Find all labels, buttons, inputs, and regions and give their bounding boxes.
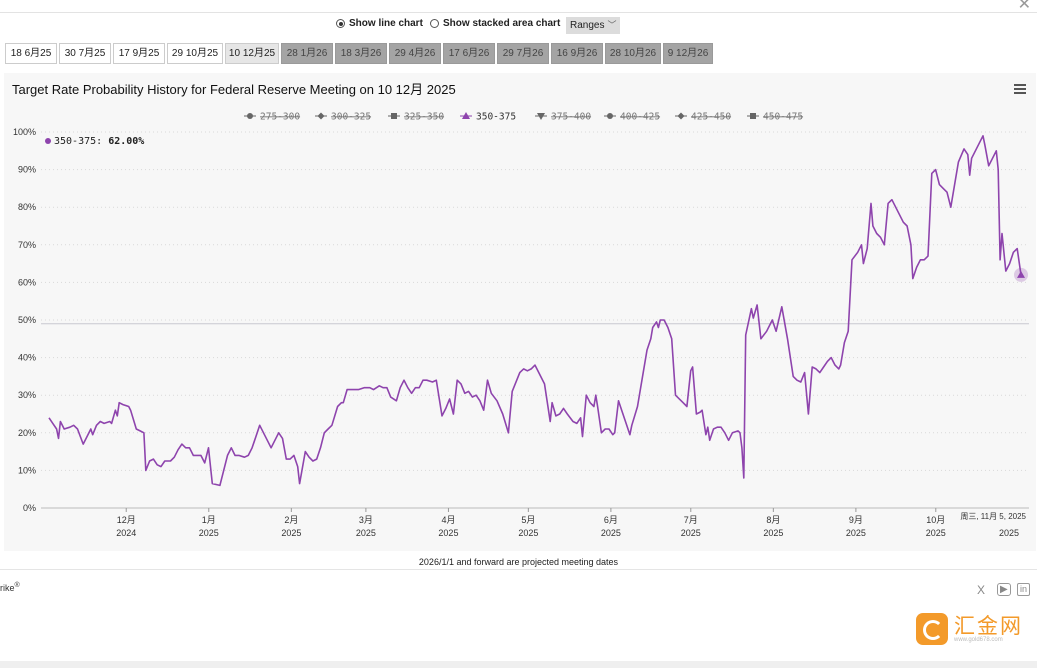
x-tick-year-11: 2025 [999, 528, 1019, 538]
end-marker-triangle [1017, 270, 1025, 278]
crosshair-date-label: 周三, 11月 5, 2025 [960, 512, 1026, 521]
brand-text: rike® [0, 582, 20, 593]
y-tick-label-9: 90% [18, 165, 36, 175]
x-tick-label-5: 5月 [521, 515, 535, 525]
x-tick-label-7: 7月 [684, 515, 698, 525]
tooltip-text: 350-375: 62.00% [54, 136, 144, 147]
x-tick-label-3: 3月 [359, 515, 373, 525]
y-tick-label-6: 60% [18, 277, 36, 287]
x-tick-year-6: 2025 [601, 528, 621, 538]
top-divider [0, 12, 1037, 13]
probability-line-chart: 275-300 300-325 325-350 350-375 375-400 400-4… [13, 112, 1029, 538]
x-tick-year-7: 2025 [681, 528, 701, 538]
chevron-down-icon: ﹀ [607, 20, 617, 30]
legend-label-425-450: 425-450 [691, 112, 731, 123]
x-tick-label-9: 9月 [849, 515, 863, 525]
line-chart-label: Show line chart [349, 18, 423, 29]
brand-name: rike [0, 583, 15, 593]
legend-marker-275-300 [247, 113, 253, 119]
x-tick-label-6: 6月 [604, 515, 618, 525]
ranges-dropdown[interactable]: Ranges ﹀ [566, 17, 621, 34]
series-line-350-375 [48, 135, 1022, 487]
x-tick-year-9: 2025 [846, 528, 866, 538]
chart-panel: Target Rate Probability History for Fede… [4, 73, 1036, 551]
legend-label-350-375: 350-375 [476, 112, 516, 123]
logo-url: www.gold678.com [954, 637, 1003, 643]
radio-unchecked-icon[interactable] [430, 19, 439, 28]
y-tick-label-5: 50% [18, 315, 36, 325]
legend-marker-425-450 [677, 112, 685, 120]
x-tick-label-4: 4月 [441, 515, 455, 525]
x-tick-label-1: 1月 [202, 515, 216, 525]
y-tick-label-8: 80% [18, 202, 36, 212]
legend-marker-325-350 [391, 113, 397, 119]
legend-marker-375-400 [537, 113, 545, 120]
x-tick-year-3: 2025 [356, 528, 376, 538]
y-tick-label-10: 100% [13, 127, 36, 137]
hamburger-menu-icon[interactable] [1014, 84, 1026, 94]
radio-checked-icon[interactable] [336, 19, 345, 28]
legend-marker-350-375 [462, 112, 470, 119]
x-tick-year-10: 2025 [926, 528, 946, 538]
x-tick-label-2: 2月 [284, 515, 298, 525]
tab-meeting-9[interactable]: 29 7月26 [497, 43, 549, 64]
legend-label-275-300: 275-300 [260, 112, 300, 123]
y-tick-label-1: 10% [18, 465, 36, 475]
y-tick-label-4: 40% [18, 353, 36, 363]
stacked-area-label: Show stacked area chart [443, 18, 561, 29]
x-tick-label-0: 12月 [117, 515, 136, 525]
x-tick-label-10: 10月 [926, 515, 945, 525]
x-icon[interactable]: X [977, 583, 986, 597]
bottom-strip [0, 661, 1037, 668]
watermark-logo: 汇金网 www.gold678.com [916, 611, 1034, 647]
legend-label-300-325: 300-325 [331, 112, 371, 123]
chart-type-selector: Show line chart Show stacked area chart [0, 18, 1037, 36]
x-tick-year-2: 2025 [281, 528, 301, 538]
legend-label-375-400: 375-400 [551, 112, 591, 123]
tab-meeting-6[interactable]: 18 3月26 [335, 43, 387, 64]
tab-meeting-12[interactable]: 9 12月26 [663, 43, 713, 64]
youtube-icon[interactable]: ▶ [997, 583, 1011, 596]
y-tick-label-2: 20% [18, 428, 36, 438]
x-tick-label-8: 8月 [766, 515, 780, 525]
projection-footnote: 2026/1/1 and forward are projected meeti… [418, 557, 619, 567]
x-tick-year-4: 2025 [438, 528, 458, 538]
legend-marker-300-325 [317, 112, 325, 120]
legend-marker-400-425 [607, 113, 613, 119]
x-tick-year-8: 2025 [763, 528, 783, 538]
x-tick-year-5: 2025 [518, 528, 538, 538]
tab-meeting-4[interactable]: 10 12月25 [225, 43, 279, 64]
logo-icon [916, 613, 948, 645]
legend-label-400-425: 400-425 [620, 112, 660, 123]
logo-text: 汇金网 [954, 614, 1023, 638]
y-tick-label-7: 70% [18, 240, 36, 250]
tooltip-dot [45, 138, 51, 144]
linkedin-icon[interactable]: in [1017, 583, 1031, 596]
tab-meeting-8[interactable]: 17 6月26 [443, 43, 495, 64]
tab-meeting-5[interactable]: 28 1月26 [281, 43, 333, 64]
tab-meeting-7[interactable]: 29 4月26 [389, 43, 441, 64]
tab-meeting-11[interactable]: 28 10月26 [605, 43, 661, 64]
x-tick-year-1: 2025 [199, 528, 219, 538]
tab-meeting-0[interactable]: 18 6月25 [5, 43, 57, 64]
tab-meeting-2[interactable]: 17 9月25 [113, 43, 165, 64]
legend-label-450-475: 450-475 [763, 112, 803, 123]
chart-title: Target Rate Probability History for Fede… [12, 82, 456, 97]
tab-meeting-10[interactable]: 16 9月26 [551, 43, 603, 64]
footer-divider [0, 569, 1037, 570]
line-chart-option[interactable]: Show line chart [336, 18, 423, 29]
legend-label-325-350: 325-350 [404, 112, 444, 123]
ranges-label: Ranges [570, 20, 605, 31]
tab-meeting-1[interactable]: 30 7月25 [59, 43, 111, 64]
tab-meeting-3[interactable]: 29 10月25 [167, 43, 223, 64]
x-tick-year-0: 2024 [116, 528, 136, 538]
stacked-area-option[interactable]: Show stacked area chart [430, 18, 560, 29]
legend-marker-450-475 [750, 113, 756, 119]
y-tick-label-3: 30% [18, 390, 36, 400]
close-icon[interactable]: ✕ [1017, 0, 1031, 13]
y-tick-label-0: 0% [23, 503, 36, 513]
